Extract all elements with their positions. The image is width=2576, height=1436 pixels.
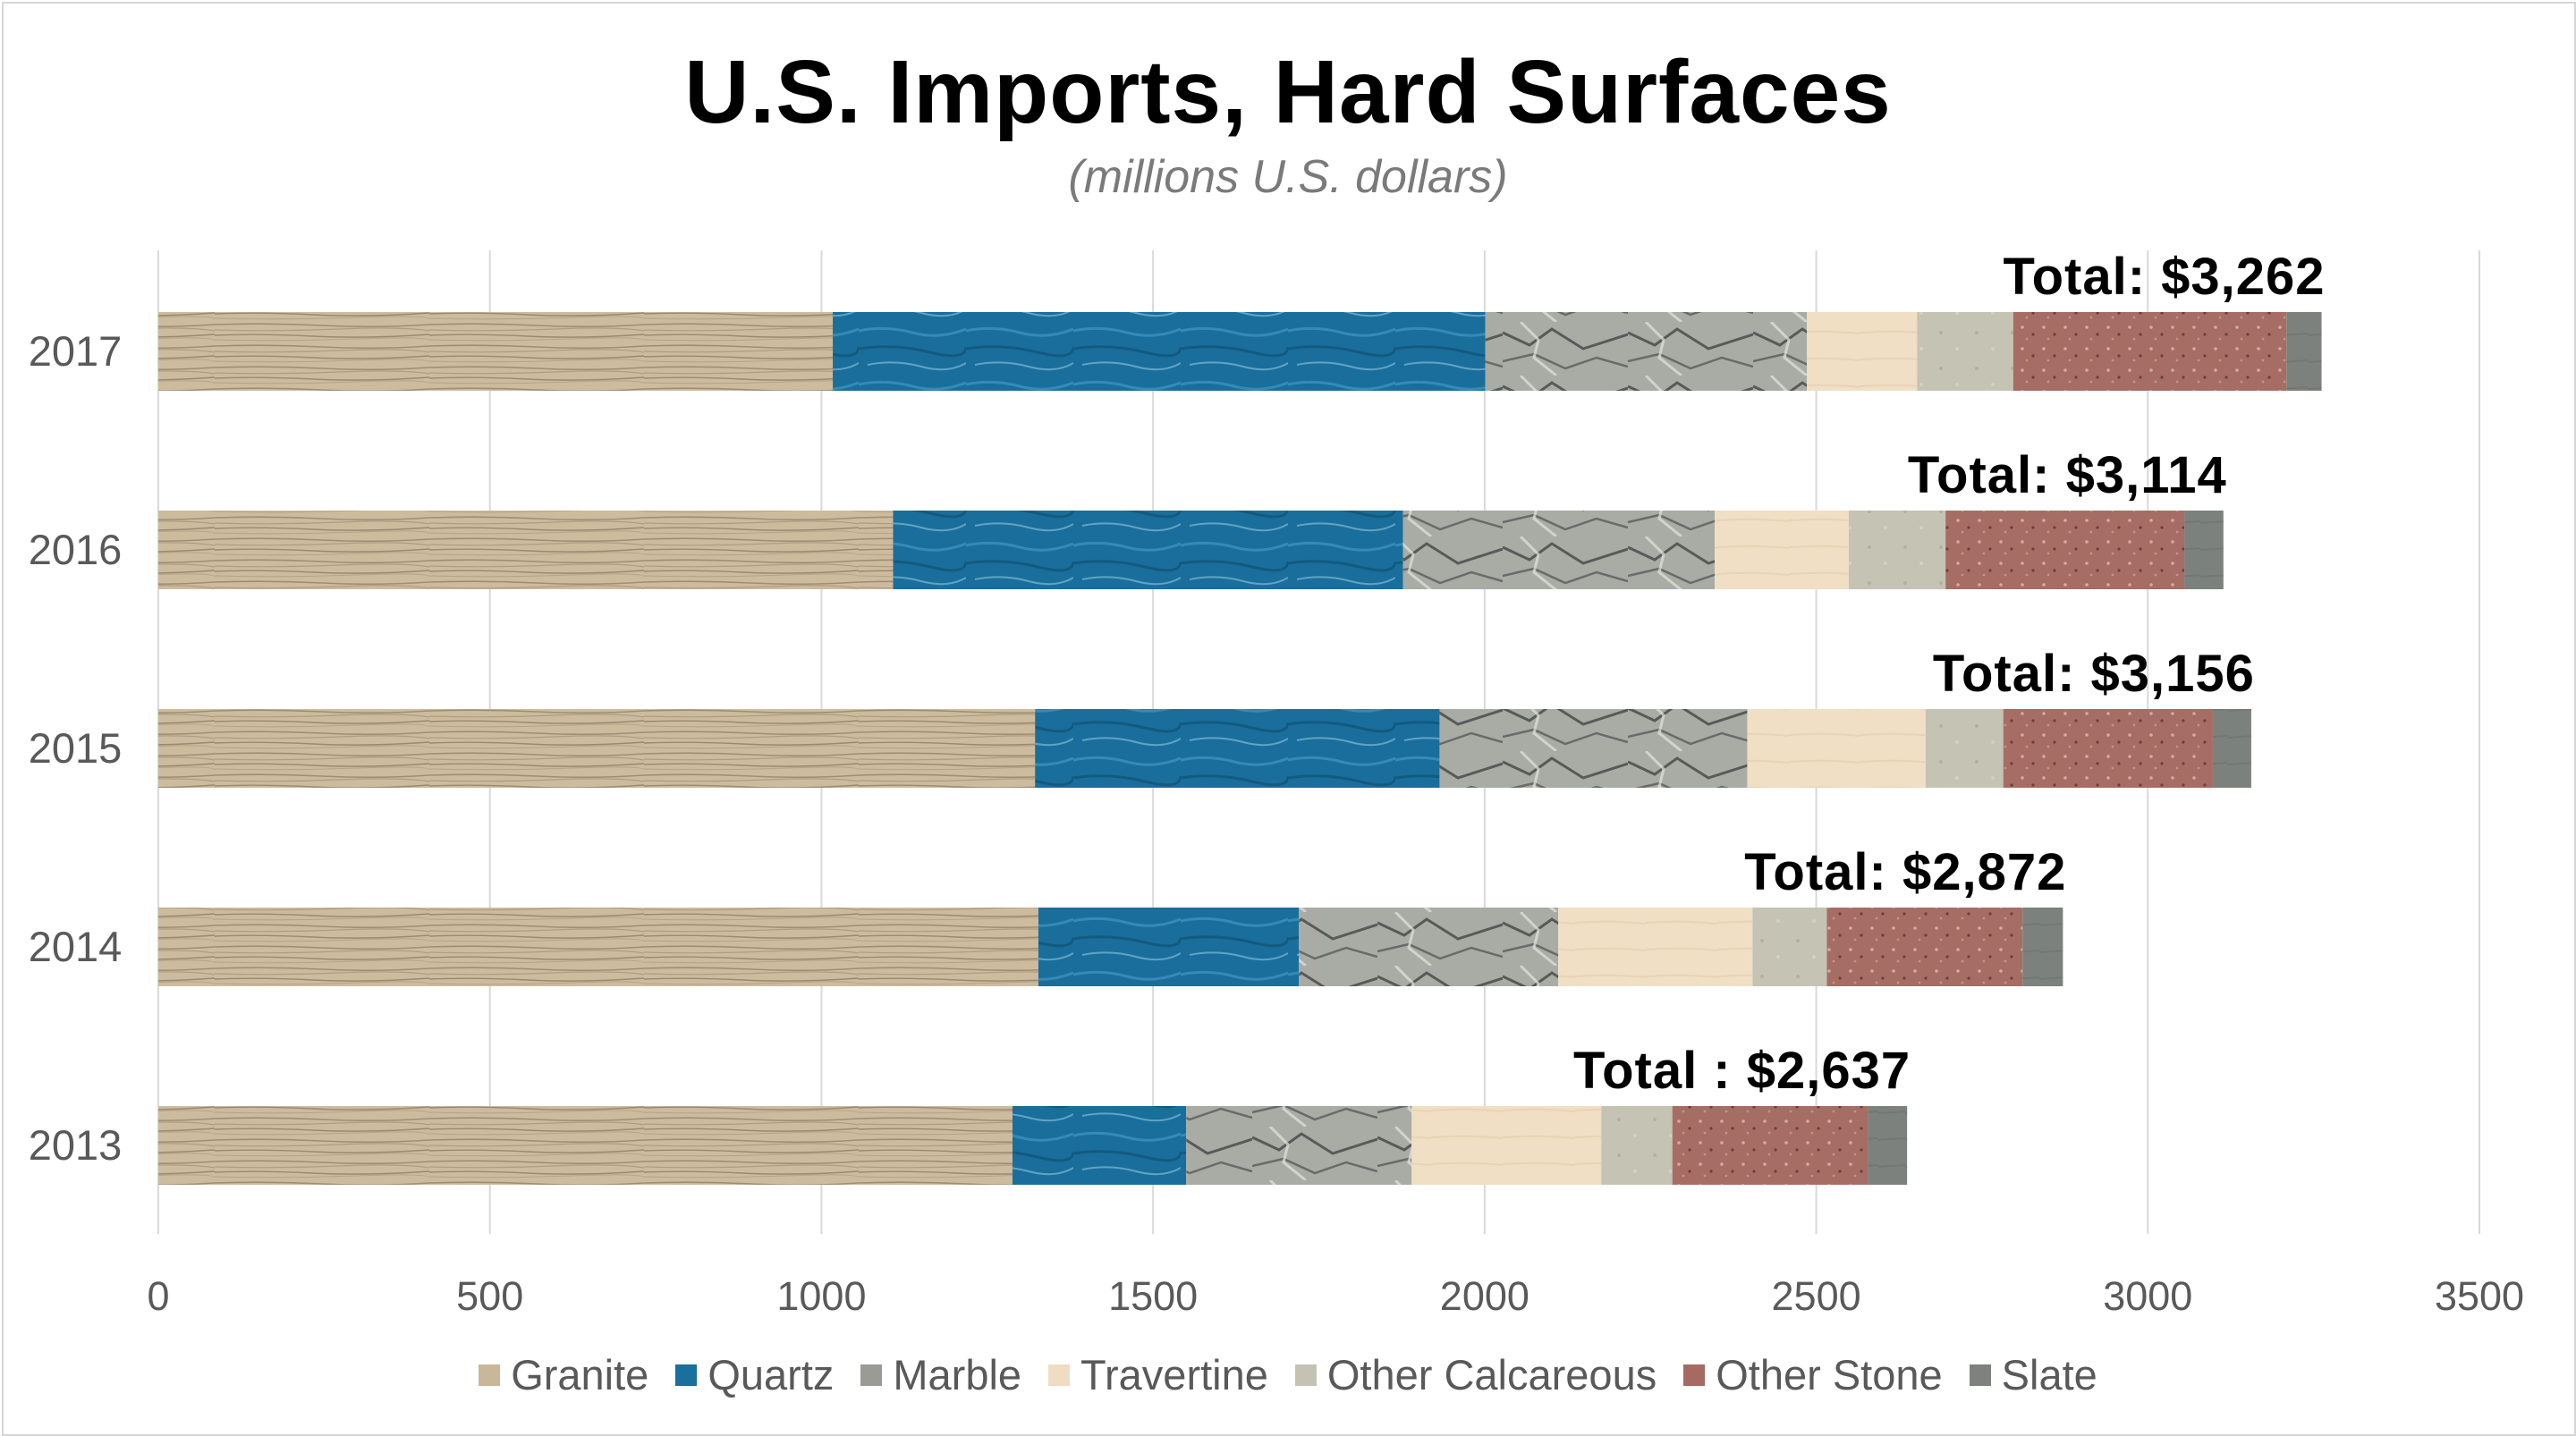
y-tick-label: 2014 xyxy=(29,923,123,970)
legend-item-quartz: Quartz xyxy=(675,1350,834,1399)
x-tick-label: 3500 xyxy=(2435,1273,2524,1319)
legend-item-marble: Marble xyxy=(860,1350,1021,1399)
x-tick-label: 2500 xyxy=(1772,1273,1861,1319)
x-tick-label: 3000 xyxy=(2103,1273,2192,1319)
chart-title: U.S. Imports, Hard Surfaces xyxy=(684,42,1892,142)
legend-item-travertine: Travertine xyxy=(1048,1350,1268,1399)
bar-slate-2016 xyxy=(2184,511,2224,589)
bar-quartz-2015 xyxy=(1035,709,1440,788)
bar-other-stone-2016 xyxy=(1945,511,2185,589)
x-axis: 0 500 1000 1500 2000 2500 3000 3500 xyxy=(147,1273,2524,1319)
total-labels: Total: $3,262 Total: $3,114 Total: $3,156 T… xyxy=(1573,248,2325,1100)
y-tick-label: 2015 xyxy=(29,724,123,772)
bar-other-stone-2015 xyxy=(2003,709,2213,788)
legend-item-other-calcareous: Other Calcareous xyxy=(1294,1350,1657,1399)
bar-other-stone-2017 xyxy=(2012,312,2287,391)
bar-other-stone-2013 xyxy=(1672,1106,1868,1185)
x-tick-label: 1500 xyxy=(1108,1273,1198,1319)
bar-marble-2014 xyxy=(1299,908,1559,986)
bar-slate-2013 xyxy=(1868,1106,1908,1185)
legend-label: Marble xyxy=(893,1351,1022,1398)
bar-quartz-2014 xyxy=(1038,908,1300,986)
bar-other-stone-2014 xyxy=(1826,908,2023,986)
bar-marble-2013 xyxy=(1186,1106,1412,1185)
total-label-2017: Total: $3,262 xyxy=(2003,248,2325,306)
legend-swatch xyxy=(1969,1364,1991,1386)
legend-swatch xyxy=(1683,1364,1706,1386)
bar-group-2014 xyxy=(158,908,2063,986)
bar-other-calcareous-2017 xyxy=(1917,312,2013,391)
bar-granite-2014 xyxy=(158,908,1038,986)
bar-other-calcareous-2015 xyxy=(1925,709,2004,788)
total-label-2013: Total : $2,637 xyxy=(1573,1042,1911,1100)
bar-marble-2017 xyxy=(1485,312,1808,391)
bar-quartz-2017 xyxy=(833,312,1486,391)
legend-swatch xyxy=(860,1364,883,1386)
x-tick-label: 0 xyxy=(147,1273,169,1319)
chart-subtitle: (millions U.S. dollars) xyxy=(1068,151,1508,203)
bar-slate-2015 xyxy=(2212,709,2251,788)
x-tick-label: 2000 xyxy=(1440,1273,1530,1319)
bar-granite-2015 xyxy=(158,709,1036,788)
y-tick-label: 2013 xyxy=(29,1121,123,1169)
bar-other-calcareous-2014 xyxy=(1752,908,1827,986)
bar-slate-2014 xyxy=(2022,908,2063,986)
bar-other-calcareous-2016 xyxy=(1848,511,1946,589)
bar-marble-2015 xyxy=(1439,709,1748,788)
legend: Granite Quartz Marble Travertine Other Calca… xyxy=(0,1350,2576,1399)
legend-item-other-stone: Other Stone xyxy=(1683,1350,1943,1399)
bar-groups xyxy=(158,312,2322,1185)
total-label-2016: Total: $3,114 xyxy=(1908,446,2227,504)
legend-swatch xyxy=(479,1364,501,1386)
bar-travertine-2013 xyxy=(1411,1106,1602,1185)
legend-item-slate: Slate xyxy=(1969,1350,2097,1399)
legend-swatch xyxy=(675,1364,698,1386)
bar-travertine-2017 xyxy=(1807,312,1918,391)
legend-label: Granite xyxy=(511,1351,649,1398)
y-tick-label: 2017 xyxy=(29,327,123,375)
legend-label: Other Stone xyxy=(1716,1351,1943,1398)
legend-label: Other Calcareous xyxy=(1326,1351,1657,1398)
bar-group-2016 xyxy=(158,511,2224,589)
plot-area: Total: $3,262 Total: $3,114 Total: $3,156 T… xyxy=(29,248,2524,1319)
bar-marble-2016 xyxy=(1402,511,1716,589)
x-tick-label: 1000 xyxy=(776,1273,866,1319)
legend-label: Quartz xyxy=(708,1351,835,1398)
legend-label: Slate xyxy=(2001,1351,2097,1398)
bar-group-2013 xyxy=(158,1106,1908,1185)
bar-quartz-2013 xyxy=(1012,1106,1187,1185)
total-label-2014: Total: $2,872 xyxy=(1744,843,2066,901)
bar-slate-2017 xyxy=(2286,312,2322,391)
y-tick-label: 2016 xyxy=(29,526,123,573)
bar-granite-2013 xyxy=(158,1106,1013,1185)
bar-group-2017 xyxy=(158,312,2322,391)
x-tick-label: 500 xyxy=(456,1273,523,1319)
bar-granite-2016 xyxy=(158,511,894,589)
bar-group-2015 xyxy=(158,709,2251,788)
legend-swatch xyxy=(1048,1364,1071,1386)
bar-quartz-2016 xyxy=(893,511,1403,589)
total-label-2015: Total: $3,156 xyxy=(1933,645,2255,703)
legend-item-granite: Granite xyxy=(479,1350,648,1399)
bar-travertine-2015 xyxy=(1747,709,1926,788)
bar-other-calcareous-2013 xyxy=(1601,1106,1673,1185)
bar-travertine-2016 xyxy=(1715,511,1849,589)
bar-travertine-2014 xyxy=(1558,908,1753,986)
y-axis: 2017 2016 2015 2014 2013 xyxy=(29,327,123,1169)
bar-granite-2017 xyxy=(158,312,834,391)
legend-label: Travertine xyxy=(1080,1351,1268,1398)
legend-swatch xyxy=(1294,1364,1317,1386)
